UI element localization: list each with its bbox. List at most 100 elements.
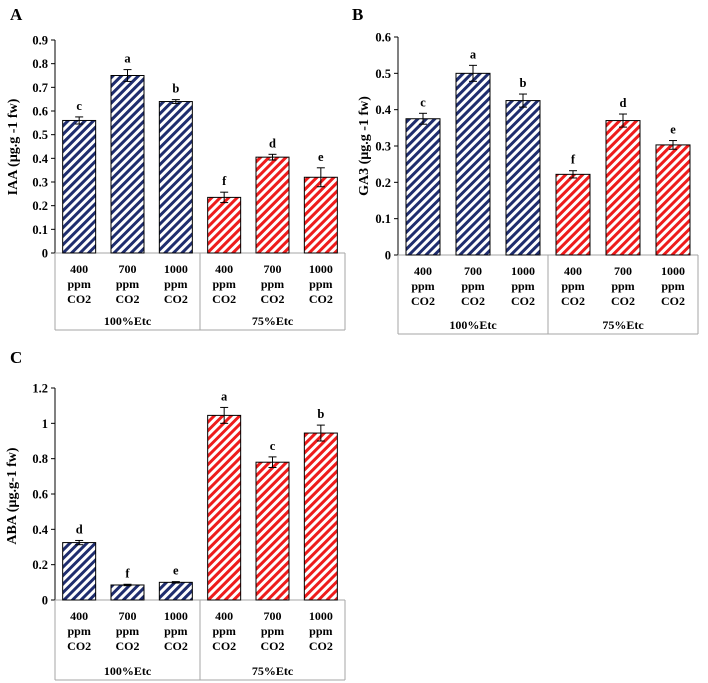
significance-letter: d	[76, 522, 83, 536]
y-tick-label: 0.6	[375, 31, 391, 45]
category-label: ppm	[611, 279, 634, 293]
group-label: 75%Etc	[252, 664, 294, 678]
y-axis-title: GA3 (µg.g -1 fw)	[357, 96, 372, 196]
category-label: CO2	[611, 294, 635, 308]
category-label: ppm	[511, 279, 534, 293]
significance-letter: a	[470, 47, 477, 61]
category-label: CO2	[261, 292, 285, 306]
category-label: 700	[119, 609, 137, 623]
bar	[62, 119, 97, 254]
category-label: ppm	[309, 277, 332, 291]
category-label: ppm	[661, 279, 684, 293]
group-label: 100%Etc	[104, 314, 152, 328]
category-label: ppm	[261, 277, 284, 291]
y-tick-label: 0.8	[32, 452, 48, 466]
bar	[110, 75, 145, 254]
significance-letter: b	[172, 82, 179, 96]
category-label: ppm	[164, 624, 187, 638]
category-label: CO2	[212, 639, 236, 653]
category-label: CO2	[67, 639, 91, 653]
bar	[655, 144, 691, 256]
bar	[158, 581, 193, 601]
significance-letter: a	[221, 389, 228, 403]
category-label: CO2	[67, 292, 91, 306]
category-label: 700	[264, 609, 282, 623]
category-label: 400	[215, 262, 233, 276]
significance-letter: c	[76, 99, 82, 113]
category-label: 1000	[309, 262, 333, 276]
y-tick-label: 1	[42, 417, 48, 431]
category-label: ppm	[67, 624, 90, 638]
bar	[207, 414, 242, 601]
category-label: CO2	[511, 294, 535, 308]
category-label: 400	[215, 609, 233, 623]
significance-letter: a	[124, 52, 131, 66]
panel-label: B	[352, 5, 363, 24]
y-tick-label: 0.5	[375, 67, 391, 81]
bar	[303, 432, 338, 601]
y-tick-label: 0.3	[32, 176, 48, 190]
bar	[505, 100, 541, 256]
category-label: ppm	[561, 279, 584, 293]
y-tick-label: 1.2	[32, 382, 48, 396]
category-label: 400	[70, 262, 88, 276]
category-label: CO2	[164, 292, 188, 306]
bar	[405, 118, 441, 256]
category-label: 400	[564, 264, 582, 278]
category-label: ppm	[212, 277, 235, 291]
bar	[158, 101, 193, 254]
y-tick-label: 0.8	[32, 57, 48, 71]
bar	[555, 173, 591, 256]
category-label: 400	[414, 264, 432, 278]
bar	[605, 120, 641, 256]
y-tick-label: 0.4	[32, 523, 48, 537]
category-label: ppm	[116, 277, 139, 291]
category-label: ppm	[212, 624, 235, 638]
category-label: CO2	[561, 294, 585, 308]
group-label: 75%Etc	[602, 318, 644, 332]
category-label: CO2	[461, 294, 485, 308]
y-axis-title: ABA (µg.g-1 fw)	[5, 447, 20, 544]
y-tick-label: 0.6	[32, 488, 48, 502]
y-tick-label: 0	[385, 249, 391, 263]
y-tick-label: 0.2	[32, 558, 48, 572]
category-label: CO2	[116, 292, 140, 306]
category-label: 1000	[164, 609, 188, 623]
significance-letter: e	[318, 150, 324, 164]
category-label: 700	[614, 264, 632, 278]
chart-panel-a: A IAA (µg.g -1 fw) 0 0.1 0.2 0.3 0.4 0.5 0.6 0.7 0…	[6, 5, 346, 331]
bar	[303, 176, 338, 254]
significance-letter: f	[571, 153, 576, 167]
y-tick-label: 0.3	[375, 140, 391, 154]
bar	[255, 156, 290, 254]
chart-panel-b: B GA3 (µg.g -1 fw) 0 0.1 0.2 0.3 0.4 0.5 0.6 c 400…	[352, 5, 699, 335]
bar	[255, 461, 290, 601]
y-tick-label: 0.2	[32, 199, 48, 213]
significance-letter: c	[270, 439, 276, 453]
category-label: ppm	[261, 624, 284, 638]
category-label: CO2	[411, 294, 435, 308]
category-label: CO2	[309, 292, 333, 306]
y-tick-label: 0.4	[32, 152, 48, 166]
bar	[207, 196, 242, 254]
category-label: 1000	[164, 262, 188, 276]
y-tick-label: 0.4	[375, 103, 391, 117]
significance-letter: c	[420, 95, 426, 109]
group-label: 100%Etc	[449, 318, 497, 332]
category-label: ppm	[461, 279, 484, 293]
category-label: 700	[264, 262, 282, 276]
category-label: CO2	[261, 639, 285, 653]
y-tick-label: 0	[42, 594, 48, 608]
category-label: 700	[464, 264, 482, 278]
significance-letter: e	[173, 564, 179, 578]
category-label: 1000	[309, 609, 333, 623]
category-label: 1000	[661, 264, 685, 278]
category-label: ppm	[411, 279, 434, 293]
significance-letter: d	[620, 96, 627, 110]
category-label: CO2	[661, 294, 685, 308]
category-label: CO2	[116, 639, 140, 653]
category-label: 1000	[511, 264, 535, 278]
category-label: ppm	[116, 624, 139, 638]
